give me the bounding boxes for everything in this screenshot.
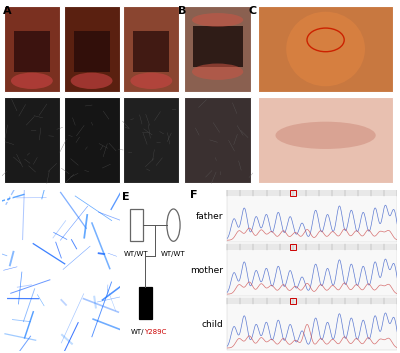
Bar — [193, 26, 242, 67]
Bar — [227, 190, 397, 196]
Bar — [64, 6, 120, 92]
Bar — [290, 190, 296, 196]
Text: D: D — [4, 195, 14, 204]
Bar — [184, 97, 251, 183]
Bar — [184, 6, 251, 92]
Ellipse shape — [286, 12, 365, 86]
Circle shape — [167, 209, 180, 241]
Text: Y289C: Y289C — [144, 329, 167, 335]
Bar — [290, 244, 296, 250]
Ellipse shape — [192, 13, 243, 27]
Text: WT/: WT/ — [131, 329, 144, 335]
Bar — [138, 287, 152, 319]
Text: B: B — [178, 6, 187, 16]
Bar — [123, 6, 180, 92]
Bar — [227, 298, 397, 349]
Bar — [227, 244, 397, 296]
Text: WT/WT: WT/WT — [161, 251, 186, 257]
Text: WT/WT: WT/WT — [124, 251, 149, 257]
Bar — [4, 6, 60, 92]
Bar — [258, 6, 393, 92]
Ellipse shape — [192, 64, 243, 80]
Bar — [227, 190, 397, 242]
Text: E: E — [122, 192, 130, 202]
Bar — [134, 31, 169, 72]
Bar — [64, 97, 120, 183]
Ellipse shape — [71, 73, 112, 89]
Bar — [258, 97, 393, 183]
Ellipse shape — [11, 73, 53, 89]
Text: father: father — [196, 212, 223, 221]
Bar — [290, 298, 296, 304]
Ellipse shape — [130, 73, 172, 89]
Text: A: A — [2, 6, 11, 16]
Bar — [227, 298, 397, 304]
Bar — [227, 244, 397, 250]
Bar — [130, 209, 143, 241]
Bar — [4, 97, 60, 183]
Text: child: child — [202, 320, 223, 329]
Bar — [14, 31, 50, 72]
Text: mother: mother — [190, 266, 223, 275]
Ellipse shape — [276, 122, 376, 149]
Text: F: F — [190, 190, 198, 201]
Bar — [123, 97, 180, 183]
Text: C: C — [248, 6, 256, 16]
Bar — [74, 31, 110, 72]
